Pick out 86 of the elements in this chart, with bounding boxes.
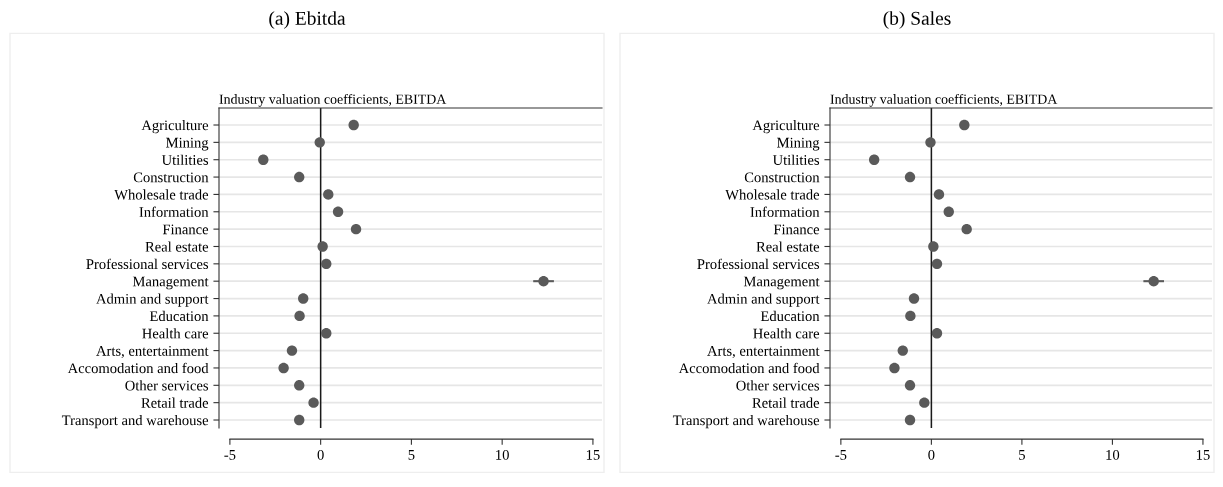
point (931, 328, 943, 339)
y-tick-label: Other services (125, 380, 209, 391)
x-tick-label: -5 (835, 450, 847, 460)
y-tick-label: Arts, entertainment (707, 346, 820, 358)
x-tick-label: 10 (1106, 449, 1120, 460)
point (928, 241, 939, 252)
y-tick-label: Agriculture (141, 119, 209, 134)
x-tick-label: 5 (1019, 450, 1025, 460)
y-tick-label: Transport and warehouse (61, 414, 209, 429)
point (959, 119, 970, 131)
point (925, 137, 936, 148)
point (931, 258, 943, 270)
y-tick-label: Wholesale trade (725, 189, 820, 200)
x-tick-label: 10 (496, 449, 509, 460)
point (933, 189, 945, 200)
y-tick-label: Education (149, 310, 209, 322)
y-tick-label: Utilities (161, 154, 209, 165)
y-tick-label: Finance (773, 224, 820, 235)
y-tick-label: Transport and warehouse (672, 414, 820, 429)
y-tick-label: Finance (162, 224, 209, 235)
y-tick-label: Retail trade (752, 397, 820, 408)
point (278, 362, 289, 374)
point (889, 362, 900, 374)
point (332, 206, 344, 217)
point (294, 171, 305, 183)
y-tick-label: Arts, entertainment (96, 346, 209, 358)
y-tick-label: Information (139, 206, 209, 217)
y-tick-label: Management (132, 276, 209, 290)
point (321, 258, 332, 270)
y-tick-label: Retail trade (141, 397, 209, 408)
point (919, 397, 930, 408)
x-tick-label: 5 (408, 450, 415, 460)
point (905, 310, 916, 322)
y-tick-label: Health care (142, 328, 209, 339)
point (538, 275, 549, 287)
point (258, 154, 269, 165)
point (348, 119, 359, 131)
point (308, 397, 319, 408)
y-tick-label: Construction (744, 172, 820, 183)
point (321, 328, 332, 339)
point (897, 345, 908, 356)
point (294, 380, 305, 391)
point (904, 171, 916, 183)
point (286, 345, 298, 356)
y-tick-label: Accomodation and food (678, 362, 820, 374)
y-tick-label: Wholesale trade (114, 189, 209, 200)
y-tick-label: Admin and support (96, 293, 209, 307)
y-tick-label: Real estate (756, 241, 820, 252)
chart-title: (b) Sales (883, 11, 951, 29)
y-tick-label: Management (743, 276, 820, 290)
y-tick-label: Professional services (86, 258, 209, 270)
point (317, 241, 328, 252)
chart-subtitle: Industry valuation coefficients, EBITDA (830, 93, 1058, 107)
x-tick-label: 15 (586, 450, 600, 460)
x-tick-label: 15 (1196, 450, 1210, 460)
point (294, 310, 305, 322)
point (294, 414, 305, 426)
y-tick-label: Information (750, 206, 820, 217)
y-tick-label: Real estate (145, 241, 209, 252)
chart-subtitle: Industry valuation coefficients, EBITDA (219, 93, 447, 107)
y-tick-label: Education (760, 310, 820, 322)
point (298, 293, 309, 304)
y-tick-label: Professional services (697, 258, 820, 270)
point (943, 206, 954, 217)
point (904, 414, 916, 426)
y-tick-label: Utilities (772, 154, 820, 165)
point (908, 293, 920, 304)
point (868, 154, 880, 165)
x-tick-label: -5 (224, 450, 236, 460)
y-tick-label: Mining (166, 137, 209, 151)
point (961, 223, 972, 235)
y-tick-label: Other services (736, 380, 820, 391)
x-tick-label: 0 (928, 449, 935, 460)
y-tick-label: Admin and support (707, 293, 820, 307)
y-tick-label: Accomodation and food (67, 362, 209, 374)
y-tick-label: Agriculture (752, 119, 820, 134)
point (323, 189, 334, 200)
point (904, 380, 916, 391)
y-tick-label: Health care (753, 328, 820, 339)
y-tick-label: Mining (777, 137, 820, 151)
y-tick-label: Construction (133, 172, 209, 183)
point (314, 137, 325, 148)
point (1148, 275, 1159, 287)
chart-title: (a) Ebitda (269, 11, 346, 29)
point (350, 223, 362, 235)
x-tick-label: 0 (317, 449, 324, 460)
